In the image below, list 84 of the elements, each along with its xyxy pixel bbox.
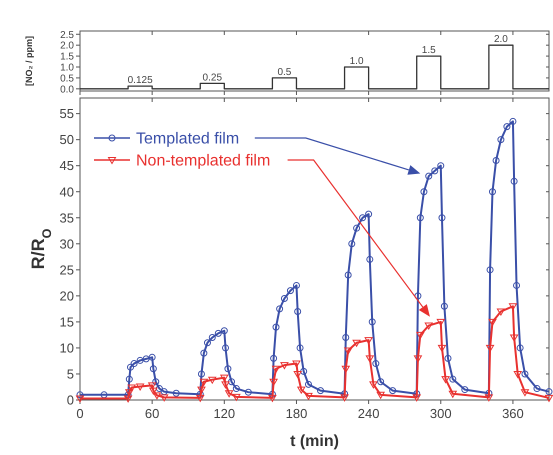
y-tick-label: 0.5 [60,73,74,84]
point [369,381,378,388]
y-tick-label: 2.5 [60,30,74,41]
point [148,382,156,390]
x-tick-label: 60 [144,406,160,421]
point [438,344,446,352]
legend-label: Non-templated film [136,152,270,170]
y-tick-label: 0 [66,392,74,408]
x-tick-label: 120 [213,406,236,421]
annotation: 1.5 [422,45,436,56]
y-tick-label: 10 [60,340,74,356]
legend-label: Templated film [136,130,240,148]
point [496,308,505,316]
x-tick-label: 240 [358,406,380,421]
point [292,360,300,368]
point [149,388,158,395]
point [268,394,276,402]
point [376,392,385,399]
point [196,394,204,402]
y-tick-label: 1.0 [60,62,74,74]
point [342,366,350,373]
point [484,394,493,402]
point [488,318,496,326]
y-tick-label: 20 [60,288,74,304]
point [222,381,230,388]
x-tick-label: 0 [76,406,84,421]
point [220,374,228,382]
point [442,376,450,384]
y-tick-label: 45 [60,158,74,174]
point [272,366,280,373]
point [436,318,445,326]
y-tick-label: 1.5 [60,52,74,63]
point [508,303,517,310]
point [294,370,302,378]
y-tick-label: 35 [60,210,74,226]
point [340,394,349,402]
point [520,389,529,396]
point [76,395,84,402]
point [124,395,132,402]
y-tick-label: 55 [60,106,74,122]
x-axis-title: t (min) [290,433,339,450]
point [280,362,288,370]
y-tick-label: 5 [66,366,74,382]
y-tick-label: 2.0 [60,40,74,52]
x-tick-label: 180 [286,406,308,421]
point [128,384,136,392]
point [412,394,421,402]
point [197,386,206,394]
y-axis-title: [NO₂ / ppm] [24,36,34,86]
point [416,332,424,339]
annotation: 2.0 [494,34,508,46]
point [545,394,553,402]
point [232,394,240,401]
point [136,383,144,390]
annotation: 1.0 [350,56,364,67]
point [297,386,306,394]
annotation: 0.25 [202,72,222,84]
point [208,376,216,384]
point [448,390,457,398]
y-tick-label: 15 [60,314,74,330]
point [200,378,208,386]
y-tick-label: 30 [60,236,74,252]
y-tick-label: 50 [60,132,74,148]
point [344,348,352,355]
point [514,370,522,378]
x-tick-label: 300 [430,406,452,421]
point [152,392,161,400]
point [160,394,168,402]
annotation: 0.125 [128,75,154,86]
y-tick-label: 40 [60,184,74,200]
y-tick-label: 0.0 [60,84,74,96]
point [510,334,518,342]
point [270,378,278,386]
point [304,392,312,400]
point [225,390,234,398]
annotation: 0.5 [277,66,292,78]
y-tick-label: 25 [60,262,74,278]
point [352,340,361,347]
point [366,355,374,362]
point [364,337,373,344]
point [424,322,433,330]
x-tick-label: 360 [502,406,524,421]
point [486,344,494,352]
point [414,355,422,362]
